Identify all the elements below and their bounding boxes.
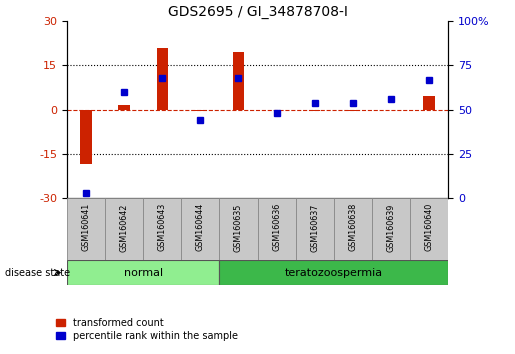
Text: GSM160640: GSM160640 (424, 203, 434, 251)
Bar (347, 110, 358, 111)
Bar (372, 198, 410, 260)
Bar (309, 110, 320, 111)
Bar (410, 198, 448, 260)
Text: GSM160643: GSM160643 (158, 203, 167, 251)
Bar (423, 97, 435, 110)
Bar (157, 48, 168, 110)
Bar (118, 105, 130, 110)
Text: GSM160638: GSM160638 (348, 203, 357, 251)
Bar (105, 198, 143, 260)
Bar (219, 260, 448, 285)
Bar (219, 198, 258, 260)
Text: GSM160644: GSM160644 (196, 203, 205, 251)
Bar (143, 198, 181, 260)
Bar (233, 52, 244, 110)
Text: GSM160637: GSM160637 (310, 203, 319, 252)
Text: disease state: disease state (5, 268, 70, 278)
Text: GSM160636: GSM160636 (272, 203, 281, 251)
Text: GSM160641: GSM160641 (81, 203, 91, 251)
Bar (80, 110, 92, 164)
Title: GDS2695 / GI_34878708-I: GDS2695 / GI_34878708-I (167, 5, 348, 19)
Text: teratozoospermia: teratozoospermia (285, 268, 383, 278)
Text: GSM160635: GSM160635 (234, 203, 243, 252)
Bar (181, 198, 219, 260)
Bar (334, 198, 372, 260)
Bar (67, 260, 219, 285)
Bar (258, 198, 296, 260)
Text: GSM160639: GSM160639 (386, 203, 396, 252)
Text: GSM160642: GSM160642 (119, 203, 129, 252)
Legend: transformed count, percentile rank within the sample: transformed count, percentile rank withi… (56, 318, 238, 341)
Bar (296, 198, 334, 260)
Text: normal: normal (124, 268, 163, 278)
Bar (67, 198, 105, 260)
